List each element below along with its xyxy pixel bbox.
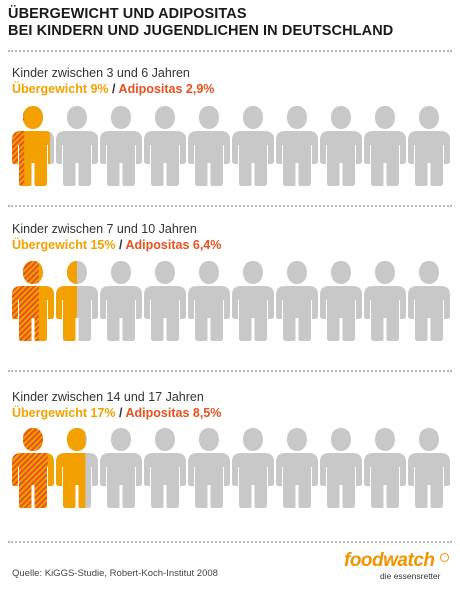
person-icon — [232, 106, 274, 186]
divider — [8, 370, 452, 372]
obesity-rate: Adipositas 2,9% — [118, 82, 215, 96]
divider — [8, 541, 452, 543]
person-icon — [144, 106, 186, 186]
logo-mark-icon — [440, 553, 449, 562]
logo-tagline: die essensretter — [380, 571, 441, 581]
overweight-rate: Übergewicht 15% — [12, 238, 116, 252]
person-icon — [188, 261, 230, 341]
logo-brand: foodwatch — [344, 550, 435, 571]
pictogram-row-3-6 — [12, 106, 450, 186]
rate-separator: / — [119, 238, 123, 252]
person-icon — [56, 428, 98, 508]
person-icon — [232, 428, 274, 508]
person-icon — [364, 106, 406, 186]
title-line-1: ÜBERGEWICHT UND ADIPOSITAS — [8, 6, 247, 22]
person-icon — [100, 106, 142, 186]
chart-title: ÜBERGEWICHT UND ADIPOSITAS BEI KINDERN U… — [8, 6, 393, 40]
group-label: Kinder zwischen 3 und 6 Jahren — [12, 66, 190, 80]
rate-separator: / — [119, 406, 123, 420]
person-icon — [320, 428, 362, 508]
person-icon — [320, 261, 362, 341]
person-icon — [408, 106, 450, 186]
person-icon — [144, 261, 186, 341]
person-icon — [12, 106, 54, 186]
person-icon — [12, 261, 54, 341]
person-icon — [144, 428, 186, 508]
person-icon — [408, 261, 450, 341]
obesity-rate: Adipositas 8,5% — [125, 406, 222, 420]
person-icon — [408, 428, 450, 508]
divider — [8, 205, 452, 207]
person-icon — [364, 261, 406, 341]
person-icon — [188, 106, 230, 186]
group-rates: Übergewicht 17% / Adipositas 8,5% — [12, 406, 221, 420]
obesity-rate: Adipositas 6,4% — [125, 238, 222, 252]
person-icon — [100, 428, 142, 508]
overweight-rate: Übergewicht 9% — [12, 82, 109, 96]
person-icon — [100, 261, 142, 341]
person-icon — [12, 428, 54, 508]
person-icon — [276, 428, 318, 508]
person-icon — [320, 106, 362, 186]
overweight-rate: Übergewicht 17% — [12, 406, 116, 420]
group-rates: Übergewicht 9% / Adipositas 2,9% — [12, 82, 214, 96]
person-icon — [276, 261, 318, 341]
person-icon — [232, 261, 274, 341]
title-line-2: BEI KINDERN UND JUGENDLICHEN IN DEUTSCHL… — [8, 23, 394, 39]
pictogram-row-7-10 — [12, 261, 450, 341]
source-note: Quelle: KiGGS-Studie, Robert-Koch-Instit… — [12, 568, 218, 579]
group-label: Kinder zwischen 7 und 10 Jahren — [12, 222, 197, 236]
person-icon — [188, 428, 230, 508]
group-rates: Übergewicht 15% / Adipositas 6,4% — [12, 238, 221, 252]
person-icon — [364, 428, 406, 508]
person-icon — [56, 106, 98, 186]
rate-separator: / — [112, 82, 116, 96]
divider — [8, 50, 452, 52]
group-label: Kinder zwischen 14 und 17 Jahren — [12, 390, 204, 404]
person-icon — [276, 106, 318, 186]
pictogram-row-14-17 — [12, 428, 450, 508]
person-icon — [56, 261, 98, 341]
foodwatch-logo: foodwatch die essensretter — [344, 551, 452, 583]
